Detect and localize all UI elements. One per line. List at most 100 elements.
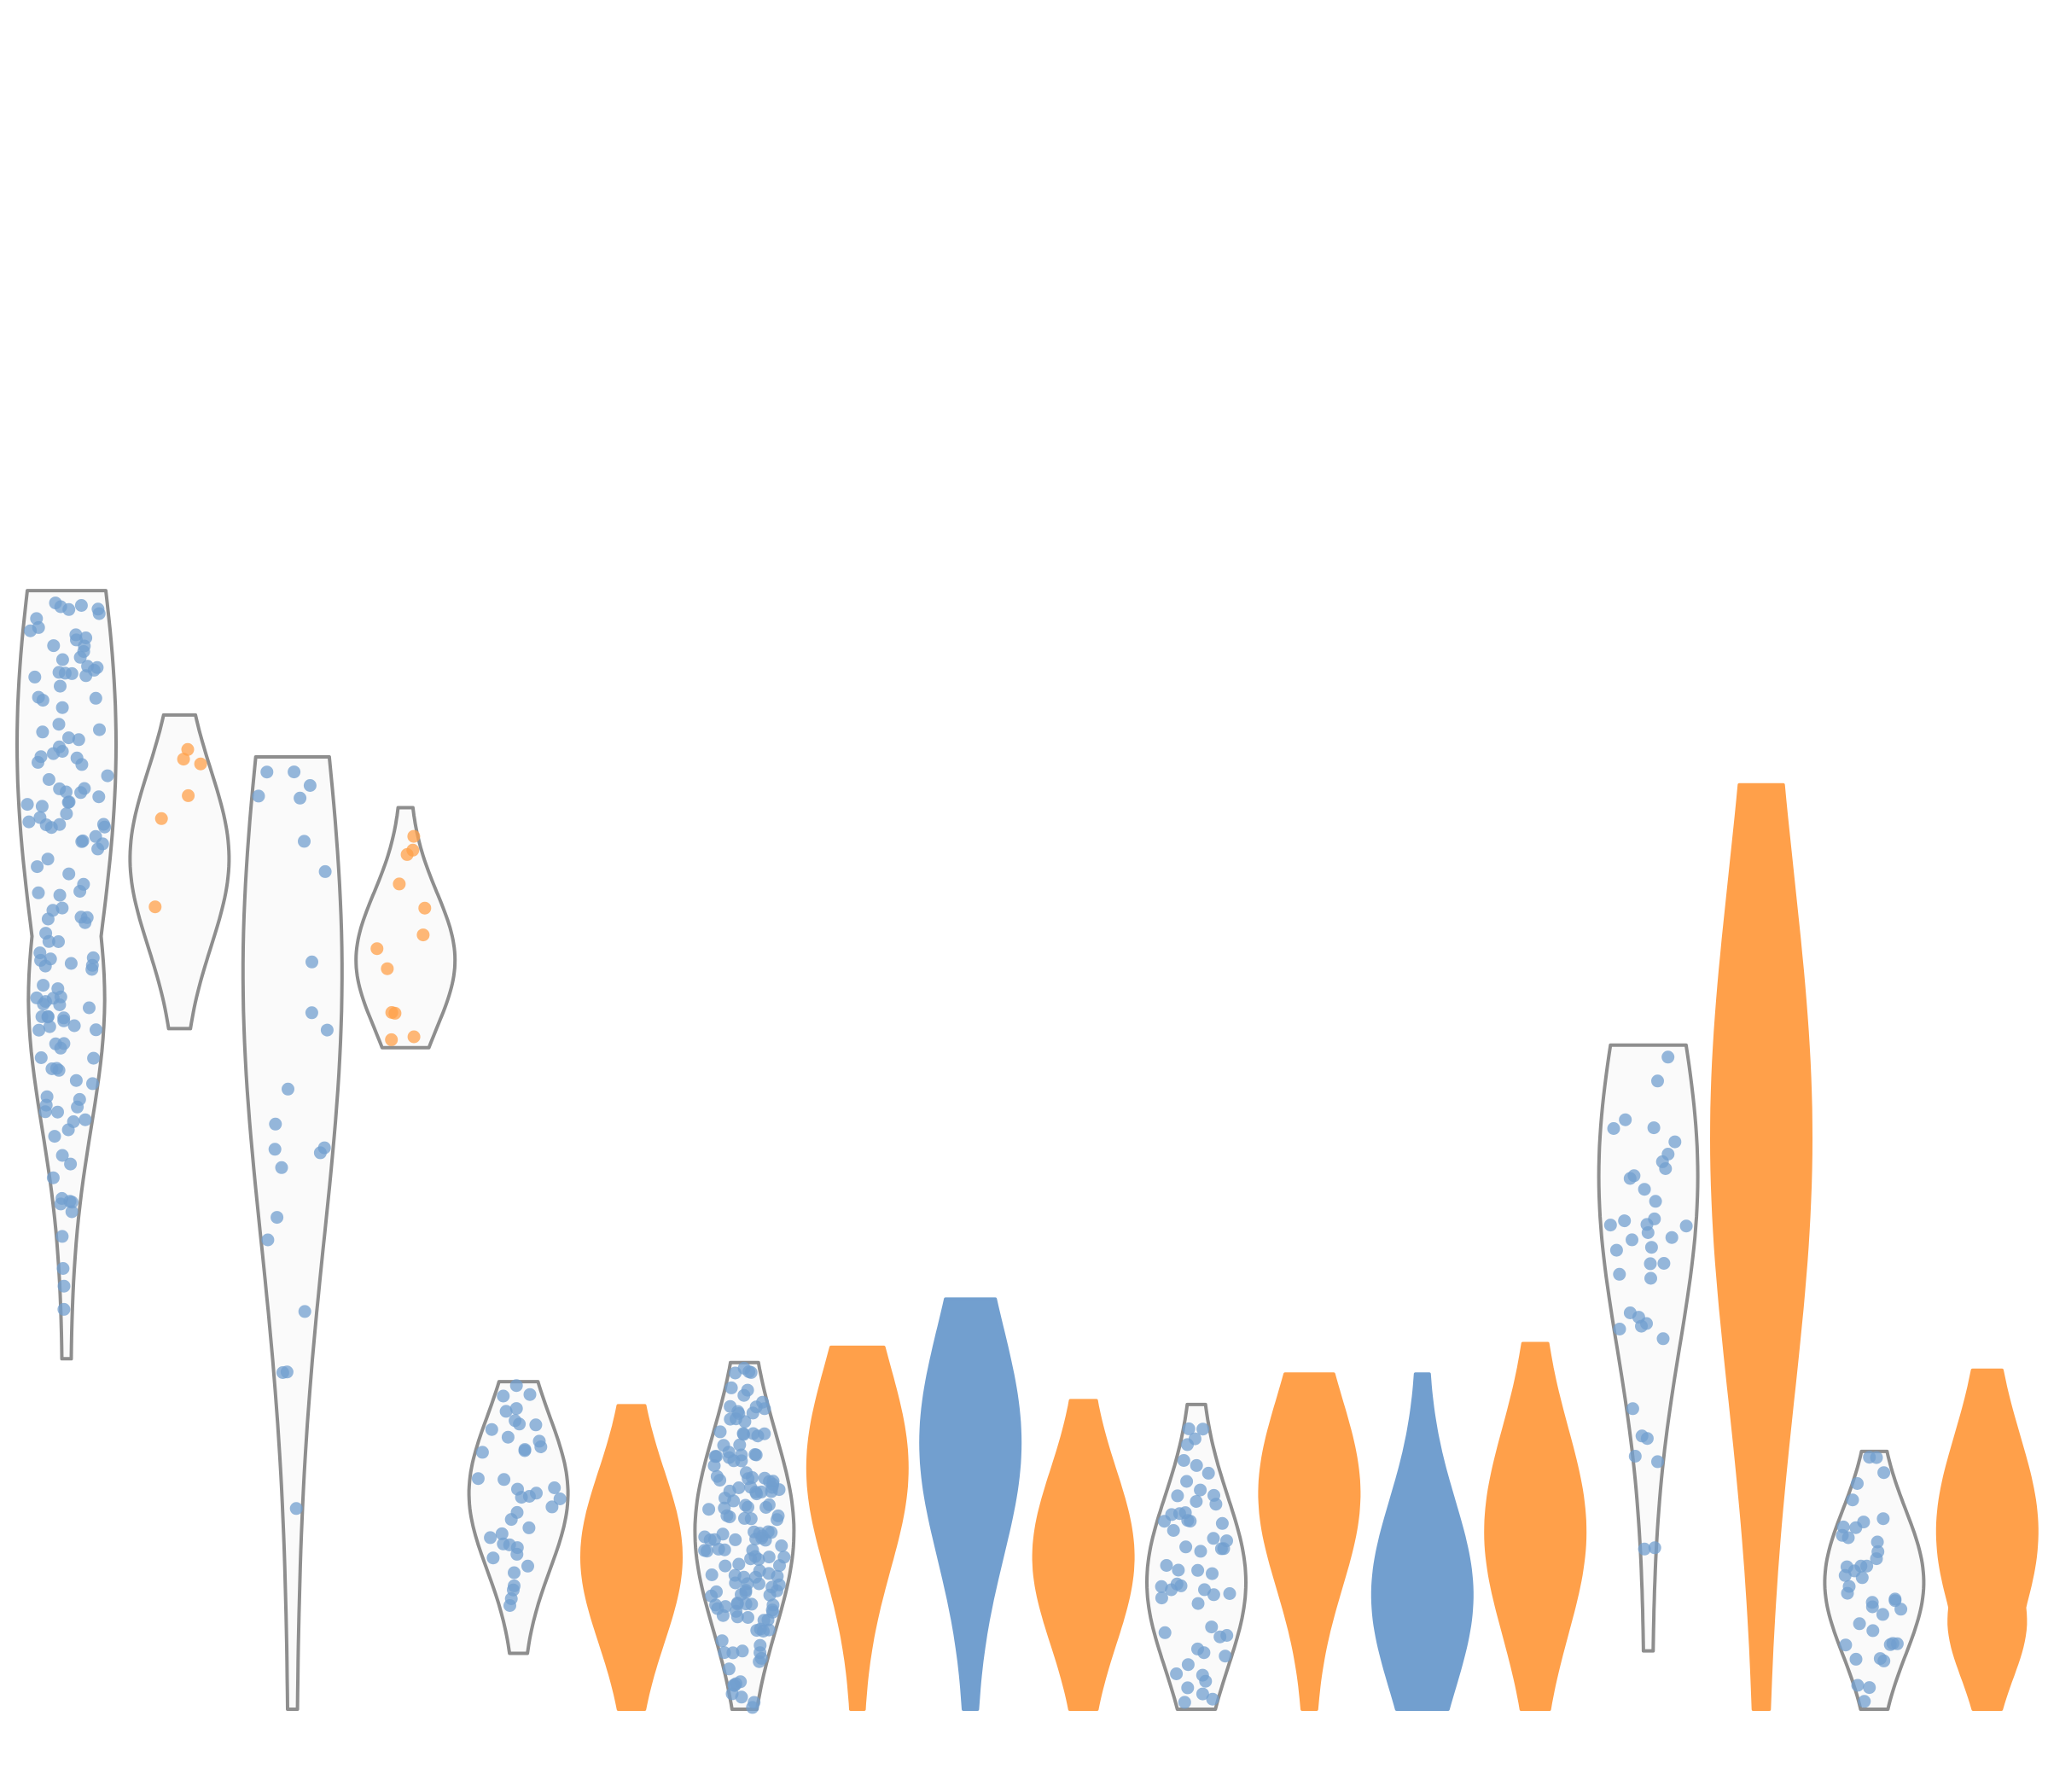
data-point (1866, 1624, 1880, 1638)
data-point (763, 1588, 777, 1602)
violin-outline-14 (1484, 1341, 1587, 1711)
data-point (1613, 1323, 1626, 1335)
data-point (1644, 1271, 1657, 1285)
violin-11 (1145, 1402, 1248, 1711)
data-point (62, 867, 76, 881)
violin-2 (128, 713, 231, 1031)
data-point (773, 1559, 786, 1573)
data-point (1644, 1241, 1658, 1254)
data-point (1655, 1155, 1669, 1168)
data-point (1651, 1455, 1664, 1469)
data-point (720, 1509, 734, 1522)
data-point (305, 1006, 318, 1020)
data-point (416, 928, 430, 942)
data-point (705, 1568, 719, 1581)
data-point (83, 1001, 96, 1015)
violin-13 (1370, 1372, 1474, 1711)
data-point (55, 1191, 69, 1205)
data-point (753, 1564, 766, 1578)
data-point (522, 1521, 536, 1534)
data-point (739, 1498, 753, 1512)
data-point (534, 1440, 548, 1453)
data-point (1172, 1507, 1186, 1521)
data-point (260, 765, 274, 779)
data-point (727, 1679, 741, 1692)
data-point (320, 1023, 334, 1037)
data-point (1191, 1563, 1205, 1577)
data-point (36, 694, 49, 707)
data-point (759, 1501, 773, 1514)
data-point (38, 959, 52, 973)
data-point (69, 1073, 83, 1087)
data-point (177, 753, 190, 766)
data-point (275, 1161, 288, 1174)
data-point (305, 955, 318, 969)
data-point (1840, 1560, 1853, 1574)
data-point (148, 900, 162, 914)
data-point (58, 666, 72, 680)
violin-outline-3 (241, 755, 344, 1711)
data-point (1619, 1113, 1632, 1126)
data-point (62, 731, 75, 745)
data-point (79, 1113, 92, 1126)
data-point (1170, 1667, 1184, 1680)
data-point (495, 1527, 509, 1540)
data-point (1644, 1257, 1657, 1271)
data-point (1155, 1591, 1168, 1605)
violin-outline-9 (919, 1297, 1022, 1711)
data-point (1651, 1074, 1664, 1088)
data-point (49, 1037, 62, 1050)
data-point (1851, 1679, 1865, 1692)
data-point (1863, 1681, 1876, 1695)
data-point (1207, 1532, 1220, 1545)
data-point (86, 1077, 99, 1091)
data-point (318, 864, 332, 878)
data-point (33, 811, 47, 824)
data-point (1626, 1402, 1639, 1416)
data-point (1865, 1600, 1879, 1614)
data-point (1165, 1583, 1178, 1597)
data-point (716, 1609, 730, 1622)
data-point (87, 663, 101, 677)
data-point (765, 1485, 778, 1498)
data-point (1648, 1212, 1661, 1225)
data-point (388, 1006, 402, 1020)
data-point (93, 723, 106, 736)
data-point (1609, 1243, 1623, 1257)
data-point (486, 1551, 500, 1565)
violin-outline-13 (1370, 1372, 1474, 1711)
violin-outline-8 (806, 1345, 909, 1711)
data-point (754, 1651, 768, 1665)
data-point (508, 1566, 521, 1580)
data-point (45, 1062, 59, 1075)
data-point (1876, 1608, 1889, 1621)
data-point (80, 911, 94, 924)
violin-12 (1258, 1372, 1361, 1711)
violin-10 (1032, 1399, 1135, 1711)
data-point (85, 963, 99, 976)
data-point (61, 1123, 75, 1137)
data-point (407, 1030, 421, 1044)
data-point (741, 1383, 754, 1397)
data-point (1181, 1658, 1195, 1672)
data-point (406, 843, 420, 857)
data-point (78, 782, 91, 795)
data-point (521, 1559, 534, 1573)
data-point (42, 934, 55, 948)
data-point (1194, 1483, 1207, 1497)
data-point (1191, 1597, 1205, 1610)
data-point (722, 1662, 736, 1676)
data-point (276, 1366, 289, 1379)
data-point (705, 1589, 719, 1603)
data-point (1219, 1649, 1232, 1663)
data-point (303, 779, 317, 792)
violin-outline-15 (1597, 1043, 1700, 1653)
data-point (60, 807, 73, 821)
data-point (1679, 1219, 1693, 1233)
data-point (736, 1644, 749, 1658)
data-point (72, 733, 85, 747)
data-point (42, 773, 55, 786)
data-point (89, 691, 102, 705)
data-point (65, 1205, 79, 1219)
data-point (1206, 1692, 1219, 1706)
